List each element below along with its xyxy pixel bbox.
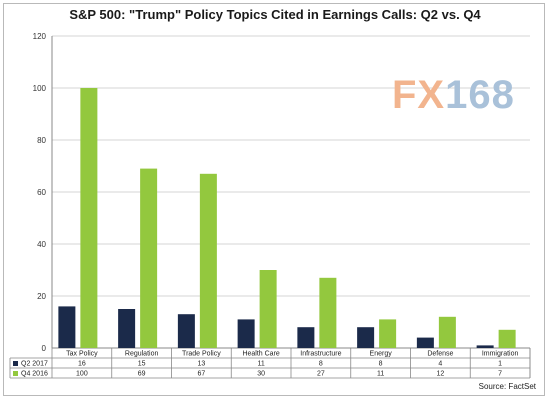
bar-q2 (476, 345, 494, 348)
bar-q2 (416, 337, 434, 348)
source-note: Source: FactSet (478, 382, 536, 391)
data-label: 12 (436, 371, 444, 378)
legend-swatch (13, 371, 18, 376)
bar-q2 (297, 327, 315, 348)
data-label: 7 (498, 371, 502, 378)
data-label: 4 (438, 361, 442, 368)
data-label: 69 (138, 371, 146, 378)
data-label: 30 (257, 371, 265, 378)
bar-q4 (259, 270, 277, 348)
y-tick-label: 120 (33, 32, 47, 41)
data-label: 15 (138, 361, 146, 368)
data-label: 67 (197, 371, 205, 378)
data-label: 11 (257, 361, 264, 368)
y-tick-label: 0 (42, 344, 47, 353)
legend-label: Q4 2016 (21, 371, 48, 378)
watermark-logo: FX168 (392, 73, 515, 118)
watermark-prefix: FX (392, 73, 446, 117)
y-tick-label: 80 (37, 136, 46, 145)
x-tick-label: Regulation (125, 351, 159, 358)
bar-q2 (177, 314, 195, 348)
x-tick-label: Trade Policy (182, 351, 221, 358)
x-tick-label: Immigration (482, 351, 519, 358)
bar-q4 (319, 277, 337, 348)
bar-q4 (80, 88, 98, 348)
data-label: 16 (78, 361, 86, 368)
bar-q4 (140, 168, 158, 348)
data-label: 13 (197, 361, 205, 368)
x-tick-label: Tax Policy (66, 351, 98, 358)
bar-q4 (199, 173, 217, 348)
bar-q2 (357, 327, 375, 348)
data-label: 27 (317, 371, 325, 378)
bar-q4 (438, 316, 456, 348)
x-tick-label: Health Care (242, 351, 279, 358)
chart-title: S&P 500: "Trump" Policy Topics Cited in … (69, 7, 481, 22)
y-tick-label: 40 (37, 240, 46, 249)
data-label: 100 (76, 371, 88, 378)
data-label: 8 (319, 361, 323, 368)
data-label: 1 (498, 361, 502, 368)
data-label: 11 (377, 371, 384, 378)
bar-q2 (58, 306, 76, 348)
y-tick-label: 100 (33, 84, 47, 93)
legend-swatch (13, 361, 18, 366)
bar-q4 (379, 319, 397, 348)
bar-q4 (498, 329, 516, 348)
data-label: 8 (379, 361, 383, 368)
y-tick-label: 60 (37, 188, 46, 197)
watermark-digits: 168 (445, 73, 515, 117)
x-tick-label: Defense (427, 351, 453, 358)
legend-label: Q2 2017 (21, 361, 48, 368)
x-tick-label: Infrastructure (300, 351, 341, 358)
bar-q2 (237, 319, 255, 348)
bar-q2 (118, 309, 136, 348)
x-tick-label: Energy (370, 351, 393, 358)
y-tick-label: 20 (37, 292, 46, 301)
